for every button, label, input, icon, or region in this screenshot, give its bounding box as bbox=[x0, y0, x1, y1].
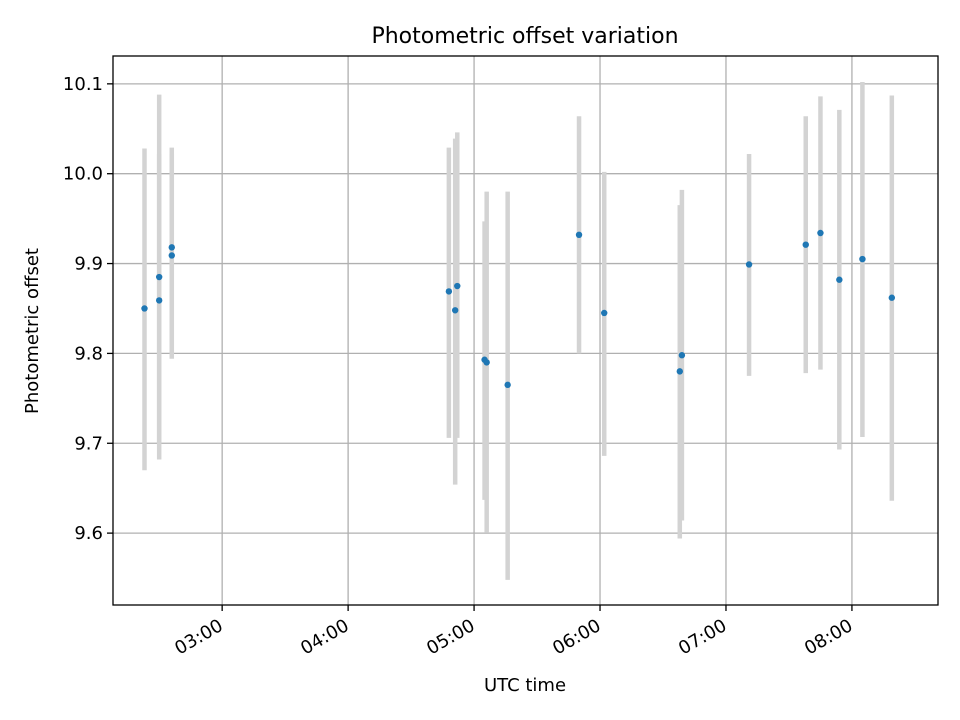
y-tick-label: 10.0 bbox=[63, 164, 103, 185]
data-point bbox=[155, 297, 163, 304]
data-point bbox=[168, 252, 175, 259]
y-tick-label: 9.6 bbox=[74, 523, 103, 544]
x-axis-label: UTC time bbox=[484, 675, 566, 696]
data-point bbox=[601, 309, 608, 317]
data-point bbox=[451, 307, 459, 314]
y-tick-label: 9.9 bbox=[74, 254, 103, 275]
data-point bbox=[817, 229, 824, 237]
data-point bbox=[483, 359, 490, 366]
data-point bbox=[454, 282, 461, 290]
data-point bbox=[575, 231, 583, 239]
data-point bbox=[676, 368, 683, 375]
data-point bbox=[888, 294, 896, 301]
data-point bbox=[168, 244, 175, 251]
data-point bbox=[155, 273, 163, 281]
data-point bbox=[836, 276, 843, 283]
data-point bbox=[678, 352, 686, 359]
point-layer bbox=[141, 229, 896, 389]
chart-title: Photometric offset variation bbox=[371, 24, 678, 49]
data-point bbox=[445, 288, 453, 295]
y-tick-label: 9.8 bbox=[74, 343, 103, 364]
y-tick-label: 9.7 bbox=[74, 433, 103, 454]
data-point bbox=[141, 305, 148, 312]
data-point bbox=[802, 241, 809, 248]
data-point bbox=[859, 255, 866, 263]
y-tick-label: 10.1 bbox=[63, 74, 103, 95]
data-point bbox=[745, 261, 753, 268]
y-axis-label: Photometric offset bbox=[22, 248, 43, 414]
plot-frame bbox=[112, 55, 939, 606]
data-point bbox=[504, 381, 511, 389]
y-axis: 9.6 9.7 9.8 9.9 10.0 10.1 bbox=[63, 74, 113, 544]
grid-layer bbox=[113, 56, 938, 605]
